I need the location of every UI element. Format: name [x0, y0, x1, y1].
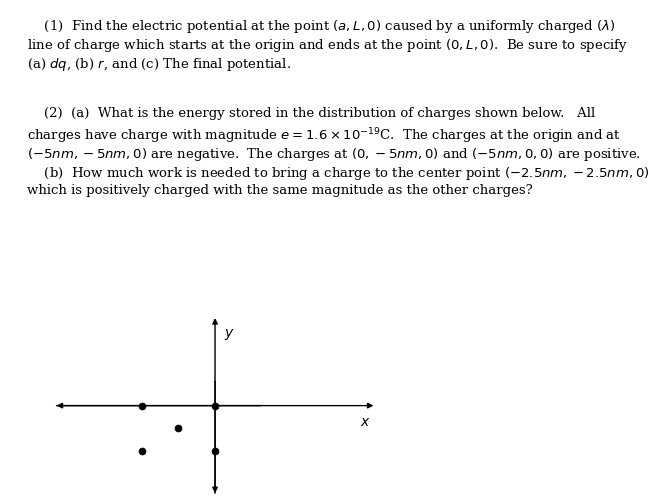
Text: (a) $dq$, (b) $r$, and (c) The final potential.: (a) $dq$, (b) $r$, and (c) The final pot… — [27, 56, 291, 73]
Text: (1)  Find the electric potential at the point $(a, L, 0)$ caused by a uniformly : (1) Find the electric potential at the p… — [27, 18, 616, 35]
Text: which is positively charged with the same magnitude as the other charges?: which is positively charged with the sam… — [27, 183, 533, 196]
Text: $(-5nm, -5nm, 0)$ are negative.  The charges at $(0, -5nm, 0)$ and $(-5nm, 0, 0): $(-5nm, -5nm, 0)$ are negative. The char… — [27, 145, 641, 162]
Text: $x$: $x$ — [360, 414, 371, 428]
Text: charges have charge with magnitude $e = 1.6 \times 10^{-19}$C.  The charges at t: charges have charge with magnitude $e = … — [27, 126, 621, 146]
Text: line of charge which starts at the origin and ends at the point $(0, L, 0)$.  Be: line of charge which starts at the origi… — [27, 37, 628, 54]
Text: (2)  (a)  What is the energy stored in the distribution of charges shown below. : (2) (a) What is the energy stored in the… — [27, 107, 595, 120]
Text: (b)  How much work is needed to bring a charge to the center point $(-2.5nm, -2.: (b) How much work is needed to bring a c… — [27, 164, 649, 181]
Text: $y$: $y$ — [224, 327, 235, 341]
